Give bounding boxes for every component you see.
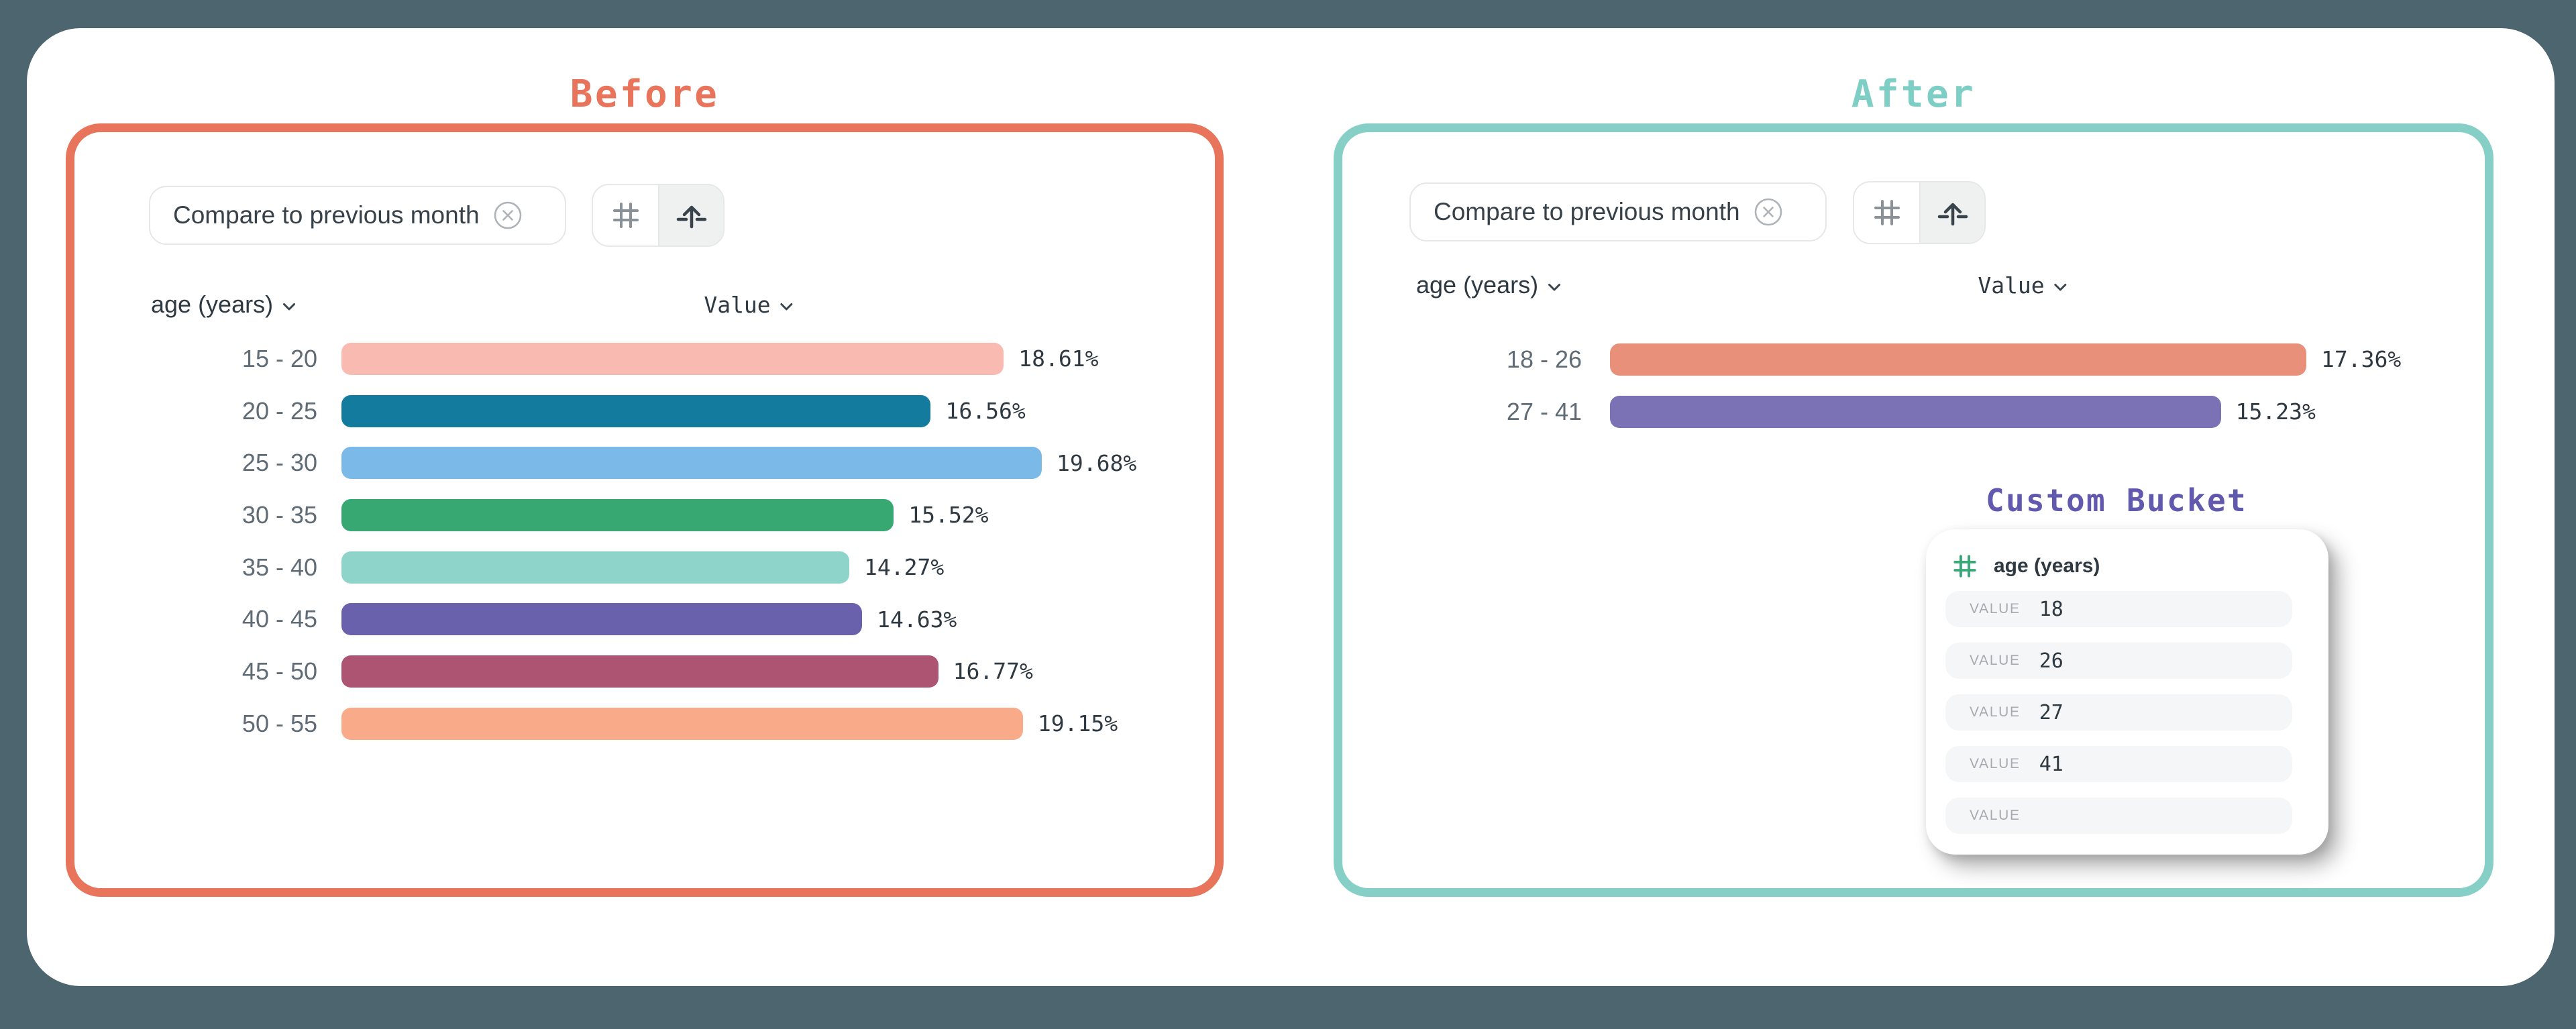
value-field-input[interactable]: 41 <box>2039 752 2063 776</box>
dimension-column-header[interactable]: age (years) <box>151 289 296 320</box>
value-label: 19.15% <box>1037 710 1118 737</box>
dimension-column-header[interactable]: age (years) <box>1416 270 1561 301</box>
dimension-header-label: age (years) <box>1416 271 1539 299</box>
bar[interactable] <box>341 655 938 688</box>
bucket-value-row[interactable]: VALUE 27 <box>1945 694 2292 730</box>
bar[interactable] <box>341 603 863 636</box>
number-field-hash-icon <box>1953 555 1976 578</box>
hash-icon <box>612 203 639 228</box>
close-circle-icon[interactable] <box>1754 197 1783 227</box>
arrow-up-bucket-icon <box>676 199 708 231</box>
arrow-up-bucket-icon <box>1937 197 1969 229</box>
custom-bucket-title: Custom Bucket <box>1986 482 2247 519</box>
bucket-field-header: age (years) <box>1952 549 2328 583</box>
measure-column-header[interactable]: Value <box>704 289 793 320</box>
custom-bucket-button[interactable] <box>658 185 723 246</box>
category-label: 20 - 25 <box>241 396 317 425</box>
filter-chip-label: Compare to previous month <box>173 201 480 229</box>
value-label: 16.77% <box>953 658 1033 685</box>
value-field-input[interactable]: 18 <box>2039 597 2063 621</box>
bucket-value-row[interactable]: VALUE 41 <box>1945 746 2292 782</box>
category-label: 50 - 55 <box>241 709 317 737</box>
bar-row: 15 - 20 18.61% <box>74 333 1215 385</box>
bar[interactable] <box>341 342 1004 375</box>
value-field-label: VALUE <box>1970 808 2021 823</box>
bucket-mode-toggle <box>1853 181 1986 244</box>
bucket-field-label: age (years) <box>1994 555 2100 577</box>
close-circle-icon[interactable] <box>493 201 523 230</box>
before-title: Before <box>570 72 720 116</box>
value-field-label: VALUE <box>1970 653 2021 668</box>
bar-row: 35 - 40 14.27% <box>74 541 1215 594</box>
category-label: 15 - 20 <box>241 344 317 372</box>
bucket-values-list: VALUE 18 VALUE 26 VALUE 27 VALUE 41 VALUE <box>1945 591 2328 834</box>
category-label: 45 - 50 <box>241 657 317 685</box>
dimension-header-label: age (years) <box>151 290 274 318</box>
after-panel: Compare to previous month age (years) Va… <box>1334 123 2493 897</box>
measure-column-header[interactable]: Value <box>1978 270 2067 301</box>
value-label: 17.36% <box>2321 346 2402 373</box>
category-label: 18 - 26 <box>1506 345 1582 373</box>
bar[interactable] <box>341 447 1042 480</box>
value-label: 18.61% <box>1018 345 1099 372</box>
value-label: 15.52% <box>908 502 989 529</box>
value-field-label: VALUE <box>1970 704 2021 720</box>
bar-row: 20 - 25 16.56% <box>74 385 1215 437</box>
bucket-value-row[interactable]: VALUE 18 <box>1945 591 2292 627</box>
value-label: 15.23% <box>2235 398 2316 425</box>
bar[interactable] <box>341 551 849 584</box>
bar-row: 18 - 26 17.36% <box>1342 333 2485 386</box>
bucket-mode-toggle <box>592 184 724 247</box>
numeric-bucket-button[interactable] <box>1854 182 1919 243</box>
value-field-label: VALUE <box>1970 601 2021 616</box>
chevron-down-icon <box>283 303 296 310</box>
category-label: 27 - 41 <box>1506 397 1582 425</box>
filter-chip-label: Compare to previous month <box>1434 198 1740 225</box>
chevron-down-icon <box>780 303 793 310</box>
bucket-value-row[interactable]: VALUE <box>1945 798 2292 834</box>
bar[interactable] <box>341 707 1023 740</box>
category-label: 30 - 35 <box>241 500 317 529</box>
bar-row: 45 - 50 16.77% <box>74 645 1215 698</box>
after-bar-chart: 18 - 26 17.36% 27 - 41 15.23% <box>1342 333 2485 437</box>
hash-icon <box>1874 200 1900 225</box>
filter-chip[interactable]: Compare to previous month <box>1409 182 1827 241</box>
custom-bucket-button[interactable] <box>1919 182 1984 243</box>
bucket-value-row[interactable]: VALUE 26 <box>1945 643 2292 679</box>
measure-header-label: Value <box>704 291 771 318</box>
value-field-label: VALUE <box>1970 756 2021 771</box>
value-label: 14.27% <box>864 554 945 581</box>
value-field-input[interactable]: 27 <box>2039 700 2063 724</box>
category-label: 25 - 30 <box>241 449 317 477</box>
category-label: 40 - 45 <box>241 605 317 633</box>
content-card: Before After Compare to previous month a… <box>27 28 2555 986</box>
bar[interactable] <box>1610 395 2221 428</box>
bar[interactable] <box>341 394 931 427</box>
bar-row: 30 - 35 15.52% <box>74 489 1215 541</box>
bar-row: 50 - 55 19.15% <box>74 698 1215 750</box>
chevron-down-icon <box>2054 283 2067 290</box>
bar-row: 40 - 45 14.63% <box>74 593 1215 645</box>
chevron-down-icon <box>1548 283 1561 290</box>
before-panel: Compare to previous month age (years) Va… <box>66 123 1224 897</box>
bar-row: 27 - 41 15.23% <box>1342 386 2485 438</box>
bar-row: 25 - 30 19.68% <box>74 437 1215 489</box>
category-label: 35 - 40 <box>241 553 317 581</box>
measure-header-label: Value <box>1978 272 2045 299</box>
custom-bucket-popup: age (years) VALUE 18 VALUE 26 VALUE 27 VALUE 41… <box>1926 529 2328 855</box>
bar[interactable] <box>341 498 894 531</box>
filter-chip[interactable]: Compare to previous month <box>149 186 566 245</box>
value-field-input[interactable]: 26 <box>2039 649 2063 673</box>
bar[interactable] <box>1610 343 2306 376</box>
value-label: 14.63% <box>877 606 957 633</box>
numeric-bucket-button[interactable] <box>593 185 658 246</box>
before-bar-chart: 15 - 20 18.61% 20 - 25 16.56% 25 - 30 19.68% 3… <box>74 333 1215 750</box>
value-label: 16.56% <box>945 398 1026 425</box>
after-title: After <box>1851 72 1976 116</box>
value-label: 19.68% <box>1057 449 1137 476</box>
